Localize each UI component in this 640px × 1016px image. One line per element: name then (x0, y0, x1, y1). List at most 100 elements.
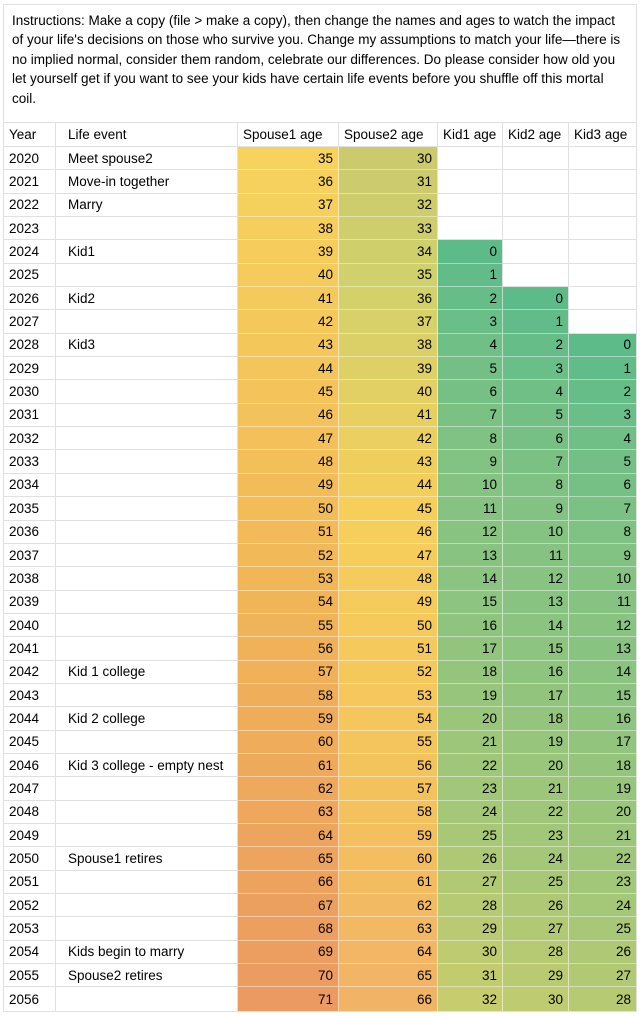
cell-kid1[interactable]: 19 (438, 683, 503, 708)
cell-spouse1[interactable]: 66 (238, 870, 339, 894)
cell-kid3[interactable]: 18 (569, 753, 636, 778)
cell-kid3[interactable]: 26 (569, 940, 636, 965)
cell-kid1[interactable]: 30 (438, 940, 503, 965)
cell-spouse1[interactable]: 71 (238, 987, 339, 1011)
cell-spouse1[interactable]: 43 (238, 333, 339, 358)
cell-spouse1[interactable]: 48 (238, 450, 339, 474)
cell-event[interactable] (56, 543, 238, 568)
cell-kid2[interactable]: 7 (503, 450, 569, 474)
cell-event[interactable] (56, 263, 238, 288)
cell-kid3[interactable]: 19 (569, 777, 636, 801)
cell-kid1[interactable]: 20 (438, 707, 503, 731)
cell-kid3[interactable]: 17 (569, 730, 636, 754)
cell-spouse2[interactable]: 55 (339, 730, 438, 754)
cell-kid3[interactable]: 5 (569, 450, 636, 474)
cell-kid2[interactable]: 17 (503, 683, 569, 708)
cell-spouse2[interactable]: 63 (339, 917, 438, 941)
cell-kid1[interactable]: 13 (438, 543, 503, 568)
cell-kid1[interactable]: 24 (438, 800, 503, 824)
cell-year[interactable]: 2049 (4, 823, 56, 848)
cell-year[interactable]: 2041 (4, 637, 56, 661)
cell-spouse2[interactable]: 52 (339, 660, 438, 684)
cell-event[interactable] (56, 637, 238, 661)
cell-kid2[interactable]: 23 (503, 823, 569, 848)
cell-spouse2[interactable]: 66 (339, 987, 438, 1011)
cell-spouse2[interactable]: 62 (339, 894, 438, 918)
cell-kid2[interactable]: 22 (503, 800, 569, 824)
cell-year[interactable]: 2024 (4, 240, 56, 264)
cell-year[interactable]: 2029 (4, 357, 56, 381)
cell-kid1[interactable]: 32 (438, 987, 503, 1011)
cell-event[interactable]: Kid1 (56, 240, 238, 264)
cell-spouse2[interactable]: 53 (339, 683, 438, 708)
cell-event[interactable] (56, 217, 238, 241)
cell-kid2[interactable]: 12 (503, 567, 569, 591)
cell-spouse2[interactable]: 32 (339, 193, 438, 218)
cell-event[interactable] (56, 567, 238, 591)
cell-spouse1[interactable]: 35 (238, 147, 339, 171)
cell-spouse1[interactable]: 56 (238, 637, 339, 661)
cell-spouse2[interactable]: 50 (339, 613, 438, 638)
cell-kid1[interactable]: 17 (438, 637, 503, 661)
cell-event[interactable] (56, 590, 238, 614)
cell-kid3[interactable]: 25 (569, 917, 636, 941)
cell-kid1[interactable]: 16 (438, 613, 503, 638)
column-header-spouse2-age[interactable]: Spouse2 age (339, 123, 438, 147)
cell-year[interactable]: 2037 (4, 543, 56, 568)
cell-spouse2[interactable]: 34 (339, 240, 438, 264)
cell-kid3[interactable] (569, 240, 636, 264)
cell-kid3[interactable]: 1 (569, 357, 636, 381)
cell-event[interactable] (56, 357, 238, 381)
cell-kid2[interactable]: 26 (503, 894, 569, 918)
cell-kid3[interactable]: 22 (569, 847, 636, 871)
cell-kid2[interactable]: 25 (503, 870, 569, 894)
cell-kid1[interactable]: 27 (438, 870, 503, 894)
cell-event[interactable] (56, 310, 238, 334)
cell-kid2[interactable]: 8 (503, 473, 569, 498)
cell-event[interactable] (56, 403, 238, 428)
cell-spouse1[interactable]: 68 (238, 917, 339, 941)
cell-year[interactable]: 2035 (4, 497, 56, 521)
cell-spouse1[interactable]: 55 (238, 613, 339, 638)
cell-spouse1[interactable]: 54 (238, 590, 339, 614)
cell-event[interactable]: Spouse1 retires (56, 847, 238, 871)
cell-spouse1[interactable]: 59 (238, 707, 339, 731)
cell-kid2[interactable]: 21 (503, 777, 569, 801)
cell-kid3[interactable]: 27 (569, 964, 636, 988)
cell-kid2[interactable]: 10 (503, 520, 569, 544)
cell-kid3[interactable]: 21 (569, 823, 636, 848)
cell-year[interactable]: 2054 (4, 940, 56, 965)
cell-kid3[interactable]: 15 (569, 683, 636, 708)
cell-kid2[interactable] (503, 170, 569, 194)
cell-year[interactable]: 2055 (4, 964, 56, 988)
cell-spouse1[interactable]: 39 (238, 240, 339, 264)
cell-spouse1[interactable]: 58 (238, 683, 339, 708)
cell-kid2[interactable]: 14 (503, 613, 569, 638)
cell-spouse2[interactable]: 46 (339, 520, 438, 544)
cell-spouse2[interactable]: 37 (339, 310, 438, 334)
cell-year[interactable]: 2031 (4, 403, 56, 428)
cell-event[interactable]: Move-in together (56, 170, 238, 194)
cell-spouse2[interactable]: 54 (339, 707, 438, 731)
cell-event[interactable]: Marry (56, 193, 238, 218)
cell-kid2[interactable]: 11 (503, 543, 569, 568)
cell-year[interactable]: 2036 (4, 520, 56, 544)
cell-event[interactable] (56, 777, 238, 801)
cell-year[interactable]: 2032 (4, 427, 56, 451)
cell-spouse1[interactable]: 37 (238, 193, 339, 218)
cell-kid3[interactable]: 14 (569, 660, 636, 684)
cell-kid1[interactable]: 21 (438, 730, 503, 754)
cell-year[interactable]: 2027 (4, 310, 56, 334)
cell-year[interactable]: 2023 (4, 217, 56, 241)
cell-kid2[interactable]: 9 (503, 497, 569, 521)
cell-kid2[interactable]: 18 (503, 707, 569, 731)
cell-spouse2[interactable]: 44 (339, 473, 438, 498)
cell-year[interactable]: 2040 (4, 613, 56, 638)
cell-spouse2[interactable]: 61 (339, 870, 438, 894)
cell-event[interactable] (56, 870, 238, 894)
cell-kid3[interactable] (569, 147, 636, 171)
cell-spouse1[interactable]: 61 (238, 753, 339, 778)
cell-kid3[interactable]: 24 (569, 894, 636, 918)
cell-spouse1[interactable]: 63 (238, 800, 339, 824)
cell-spouse1[interactable]: 53 (238, 567, 339, 591)
